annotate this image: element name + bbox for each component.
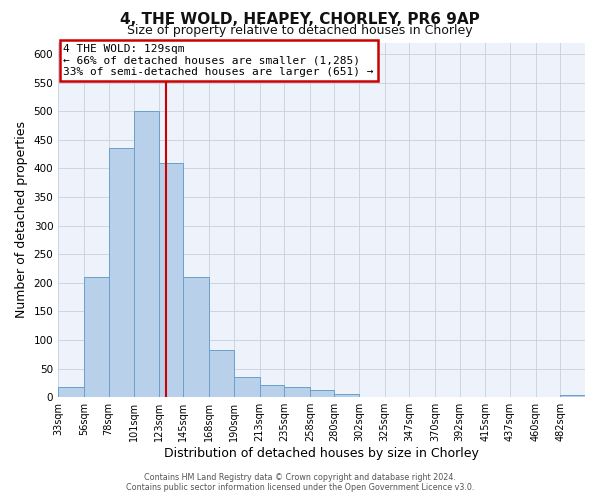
Text: 4, THE WOLD, HEAPEY, CHORLEY, PR6 9AP: 4, THE WOLD, HEAPEY, CHORLEY, PR6 9AP bbox=[120, 12, 480, 28]
Bar bbox=[184, 277, 209, 397]
Bar bbox=[234, 377, 260, 397]
Text: Contains HM Land Registry data © Crown copyright and database right 2024.
Contai: Contains HM Land Registry data © Crown c… bbox=[126, 473, 474, 492]
Bar bbox=[58, 387, 84, 397]
Text: 4 THE WOLD: 129sqm
← 66% of detached houses are smaller (1,285)
33% of semi-deta: 4 THE WOLD: 129sqm ← 66% of detached hou… bbox=[64, 44, 374, 78]
Bar bbox=[310, 390, 334, 397]
Bar bbox=[209, 350, 234, 397]
X-axis label: Distribution of detached houses by size in Chorley: Distribution of detached houses by size … bbox=[164, 447, 479, 460]
Bar bbox=[109, 148, 134, 397]
Bar bbox=[134, 111, 159, 397]
Text: Size of property relative to detached houses in Chorley: Size of property relative to detached ho… bbox=[127, 24, 473, 37]
Y-axis label: Number of detached properties: Number of detached properties bbox=[15, 122, 28, 318]
Bar bbox=[560, 396, 585, 397]
Bar bbox=[334, 394, 359, 397]
Bar bbox=[260, 384, 284, 397]
Bar bbox=[84, 277, 109, 397]
Bar bbox=[159, 162, 184, 397]
Bar bbox=[284, 387, 310, 397]
